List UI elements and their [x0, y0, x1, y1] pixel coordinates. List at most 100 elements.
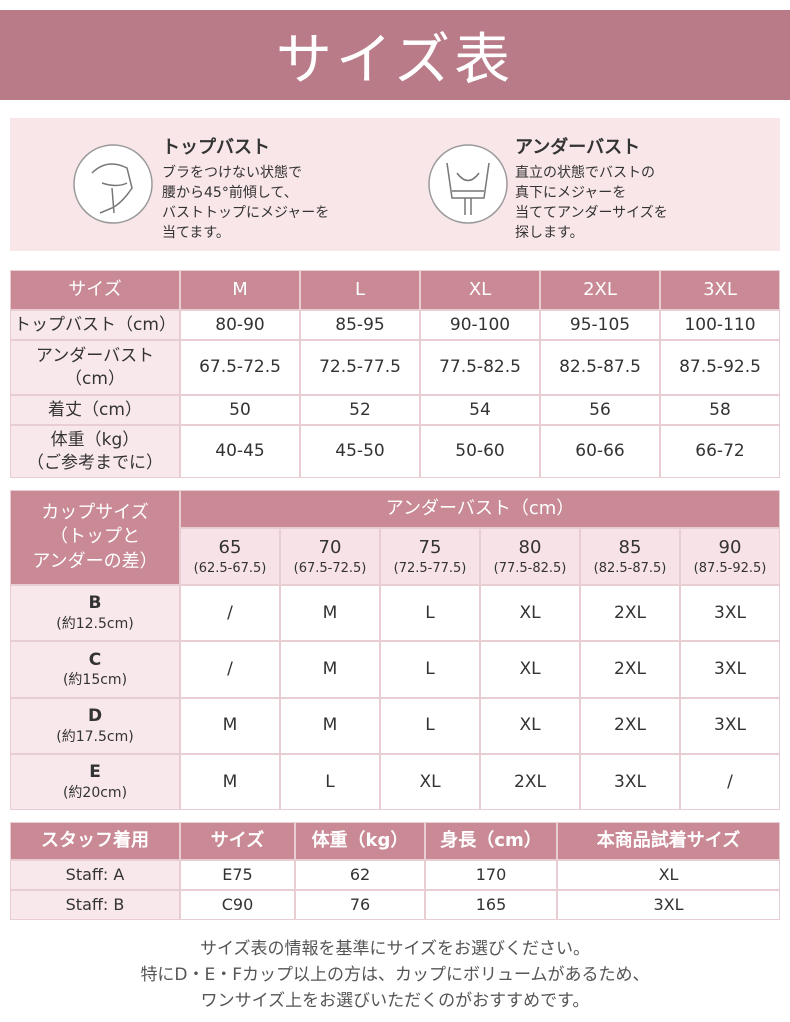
- guide-text: ブラをつけない状態で: [162, 165, 302, 181]
- value-cell: 3XL: [580, 753, 680, 811]
- text: XL: [468, 278, 492, 300]
- value-cell: XL: [480, 697, 580, 754]
- text: 72.5-77.5: [319, 357, 401, 378]
- text: 67.5-72.5: [199, 357, 281, 378]
- text: 77.5-82.5: [439, 357, 521, 378]
- text: （ご参考までに）: [27, 452, 163, 473]
- value-cell: M: [280, 641, 380, 698]
- column-header: 80 (77.5-82.5): [480, 528, 580, 585]
- value-cell: 72.5-77.5: [300, 340, 420, 395]
- text: 3XL: [714, 715, 746, 736]
- text: Staff: A: [65, 865, 125, 885]
- value-cell: 95-105: [540, 310, 660, 340]
- text: XL: [519, 602, 541, 623]
- guide-title: トップバスト: [162, 137, 270, 158]
- text: スタッフ着用: [41, 829, 149, 851]
- guide-item: トップバスト ブラをつけない状態で 腰から45°前傾して、 バストトップにメジャーを当…: [162, 133, 329, 243]
- group-header: アンダーバスト（cm）: [180, 490, 780, 528]
- text: 3XL: [653, 895, 684, 915]
- value-cell: E75: [180, 860, 295, 890]
- text: 76: [349, 895, 371, 915]
- text: L: [354, 278, 366, 300]
- text: 85: [618, 536, 642, 558]
- value-cell: 2XL: [580, 697, 680, 754]
- text: 2XL: [514, 771, 546, 792]
- text: 40-45: [215, 441, 265, 462]
- value-cell: L: [280, 753, 380, 811]
- value-cell: 170: [425, 860, 557, 890]
- text: 66-72: [695, 441, 745, 462]
- value-cell: 60-66: [540, 425, 660, 478]
- text: (約15cm): [62, 672, 128, 689]
- value-cell: XL: [380, 753, 480, 811]
- value-cell: Staff: B: [10, 890, 180, 920]
- value-cell: /: [680, 753, 780, 811]
- icon-top-bust: [73, 144, 153, 224]
- text: Staff: B: [65, 895, 125, 915]
- text: アンダーバスト（cm）: [385, 497, 575, 519]
- row-label: 着丈（cm）: [10, 395, 180, 425]
- value-cell: Staff: A: [10, 860, 180, 890]
- value-cell: 165: [425, 890, 557, 920]
- text: 95-105: [569, 314, 631, 335]
- text: カップサイズ: [41, 502, 149, 524]
- value-cell: 50: [180, 395, 300, 425]
- note-line: サイズ表の情報を基準にサイズをお選びください。: [200, 939, 590, 959]
- text: 身長（cm）: [440, 829, 542, 851]
- value-cell: 80-90: [180, 310, 300, 340]
- text: 2XL: [583, 278, 617, 300]
- text: XL: [419, 771, 441, 792]
- value-cell: 2XL: [580, 585, 680, 642]
- text: XL: [519, 715, 541, 736]
- value-cell: 3XL: [680, 641, 780, 698]
- text: 82.5-87.5: [559, 357, 641, 378]
- text: 52: [349, 399, 371, 420]
- column-header: 85 (82.5-87.5): [580, 528, 680, 585]
- value-cell: 58: [660, 395, 780, 425]
- value-cell: 62: [295, 860, 425, 890]
- column-header: 65 (62.5-67.5): [180, 528, 280, 585]
- text: 2XL: [614, 602, 646, 623]
- text: 54: [469, 399, 491, 420]
- text: 87.5-92.5: [679, 357, 761, 378]
- value-cell: 82.5-87.5: [540, 340, 660, 395]
- guide-title: アンダーバスト: [515, 137, 641, 158]
- text: (約20cm): [62, 785, 128, 802]
- text: L: [325, 771, 335, 792]
- text: (62.5-67.5): [193, 560, 267, 576]
- text: （トップと: [50, 526, 140, 548]
- page-title: サイズ表: [275, 27, 515, 93]
- text: 90: [718, 536, 742, 558]
- text: 100-110: [684, 314, 756, 335]
- guide-text: 当ててアンダーサイズを: [515, 205, 668, 221]
- text: 58: [709, 399, 731, 420]
- value-cell: 100-110: [660, 310, 780, 340]
- value-cell: 50-60: [420, 425, 540, 478]
- text: L: [425, 658, 435, 679]
- value-cell: 77.5-82.5: [420, 340, 540, 395]
- text: 65: [218, 536, 242, 558]
- text: 2XL: [614, 658, 646, 679]
- header-cell: 2XL: [540, 270, 660, 310]
- value-cell: 40-45: [180, 425, 300, 478]
- text: 75: [418, 536, 442, 558]
- row-label: トップバスト（cm）: [10, 310, 180, 340]
- column-header: 90 (87.5-92.5): [680, 528, 780, 585]
- value-cell: M: [280, 585, 380, 642]
- text: M: [322, 715, 338, 736]
- text: 3XL: [703, 278, 737, 300]
- value-cell: /: [180, 585, 280, 642]
- value-cell: L: [380, 585, 480, 642]
- value-cell: 2XL: [480, 753, 580, 811]
- row-label: C (約15cm): [10, 641, 180, 698]
- header-cell: XL: [420, 270, 540, 310]
- text: 80-90: [215, 314, 265, 335]
- value-cell: 76: [295, 890, 425, 920]
- icon-under-bust: [428, 144, 508, 224]
- value-cell: 3XL: [680, 697, 780, 754]
- guide-text: 腰から45°前傾して、: [162, 185, 298, 201]
- text: (約12.5cm): [56, 616, 134, 633]
- text: 90-100: [449, 314, 511, 335]
- row-label: D (約17.5cm): [10, 697, 180, 754]
